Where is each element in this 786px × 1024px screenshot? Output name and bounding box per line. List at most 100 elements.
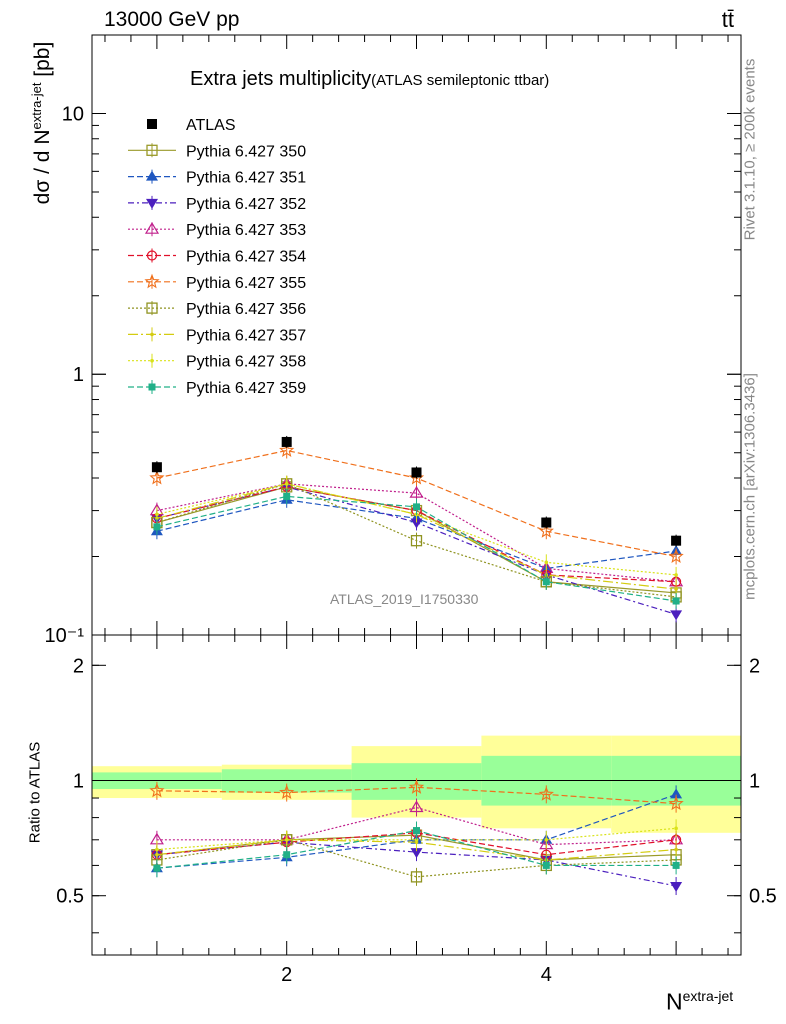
legend-label-355: Pythia 6.427 355: [186, 275, 306, 292]
ratio-point-352: [410, 848, 423, 859]
series-point-355: [149, 469, 165, 485]
atlas-data-point: [411, 467, 422, 478]
legend-label-354: Pythia 6.427 354: [186, 249, 306, 266]
legend-marker-359: [148, 383, 156, 391]
series-point-357: [674, 587, 678, 591]
main-panel-series: [149, 435, 684, 623]
legend-marker-354: [146, 250, 158, 261]
y-tick-label: 10: [62, 103, 84, 125]
y-tick-label: 2: [73, 655, 84, 677]
analysis-watermark: ATLAS_2019_I1750330: [330, 591, 479, 607]
y-tick-label: 1: [73, 771, 84, 793]
legend-marker-356: [146, 302, 158, 314]
legend-label-356: Pythia 6.427 356: [186, 301, 306, 318]
ratio-y-axis-label: Ratio to ATLAS: [26, 741, 44, 844]
ratio-point-351: [670, 788, 683, 799]
legend-marker-350: [146, 144, 158, 156]
series-point-358: [155, 512, 159, 517]
legend-label-359: Pythia 6.427 359: [186, 380, 306, 397]
atlas-data-point: [541, 517, 552, 528]
ratio-point-357: [674, 847, 678, 852]
ratio-point-358: [284, 837, 289, 842]
ratio-point-355: [668, 795, 684, 811]
ratio-point-355: [279, 784, 295, 799]
main-y-axis-label-sup: extra-jet: [29, 82, 44, 130]
legend-label-358: Pythia 6.427 358: [186, 354, 306, 371]
ratio-point-356: [410, 871, 423, 883]
chart-title-main: Extra jets multiplicity: [190, 68, 372, 90]
legend-label-351: Pythia 6.427 351: [186, 170, 306, 187]
series-point-353: [409, 485, 424, 498]
atlas-data-point: [671, 535, 682, 546]
x-axis-label-sup: extra-jet: [682, 988, 734, 1004]
ratio-point-355: [149, 782, 165, 798]
series-point-359: [153, 523, 161, 531]
ratio-point-359: [413, 827, 420, 835]
y-tick-label: 1: [73, 364, 84, 386]
legend-marker-353: [144, 222, 160, 234]
ratio-line-355: [156, 786, 677, 805]
mcplots-reference-label: mcplots.cern.ch [arXiv:1306.3436]: [741, 373, 759, 600]
ratio-line-353: [156, 806, 677, 846]
chart-title-sub: (ATLAS semileptonic ttbar): [371, 72, 550, 89]
series-point-358: [544, 560, 549, 565]
ratio-point-358: [544, 837, 549, 842]
main-y-axis-label: dσ / d Nextra-jet [pb]: [29, 0, 55, 273]
series-point-356: [410, 535, 423, 547]
ratio-point-352: [670, 882, 683, 893]
series-point-352: [410, 518, 423, 529]
ratio-line-358: [156, 827, 677, 851]
legend-label-353: Pythia 6.427 353: [186, 222, 306, 239]
ratio-point-359: [542, 861, 550, 869]
ratio-point-355: [538, 786, 554, 801]
energy-label: 13000 GeV pp: [104, 8, 240, 31]
series-line-353: [156, 483, 677, 583]
legend-marker-358: [150, 358, 154, 363]
ratio-point-359: [153, 864, 161, 872]
atlas-data-point: [281, 436, 292, 447]
main-y-axis-label-unit: [pb]: [31, 41, 54, 77]
main-y-axis-label-base: dσ / d N: [31, 129, 54, 205]
ratio-point-358: [155, 847, 159, 852]
legend-label-350: Pythia 6.427 350: [186, 143, 306, 160]
series-line-357: [156, 483, 677, 590]
y-tick-label-right: 2: [749, 655, 760, 677]
rivet-version-label: Rivet 3.1.10, ≥ 200k events: [741, 58, 759, 241]
series-point-358: [674, 573, 678, 577]
ratio-point-355: [408, 779, 425, 794]
x-tick-label: 4: [541, 964, 552, 986]
legend-label-ATLAS: ATLAS: [186, 117, 236, 134]
legend-marker-352: [146, 198, 158, 209]
series-point-359: [283, 492, 291, 500]
series-point-358: [284, 482, 289, 486]
legend: ATLAS Pythia 6.427 350 Pythia 6.427 351 Pyt…: [128, 117, 306, 397]
ratio-point-359: [283, 851, 291, 859]
legend-label-357: Pythia 6.427 357: [186, 327, 306, 344]
ratio-point-353: [409, 800, 424, 813]
atlas-data-point: [151, 462, 162, 473]
series-point-359: [542, 578, 550, 586]
ratio-point-358: [414, 837, 419, 842]
ratio-panel-series: [149, 778, 684, 896]
process-label: tt̄: [721, 7, 734, 32]
y-tick-label-right: 0.5: [749, 886, 777, 908]
ratio-line-354: [156, 832, 677, 856]
x-tick-label: 2: [281, 964, 292, 986]
x-axis-label: Nextra-jet: [666, 988, 733, 1016]
series-point-355: [279, 442, 295, 458]
chart-title: Extra jets multiplicity(ATLAS semilepton…: [190, 68, 549, 91]
series-point-352: [670, 610, 683, 621]
y-tick-label: 10⁻¹: [45, 625, 85, 647]
ratio-panel-frame: 0.5 0.5 1 1 2 2 2 4: [56, 634, 777, 986]
legend-marker-ATLAS: [147, 119, 157, 129]
series-point-359: [413, 503, 420, 511]
series-point-355: [538, 523, 554, 538]
series-point-359: [672, 597, 680, 605]
legend-label-352: Pythia 6.427 352: [186, 196, 306, 213]
y-tick-label: 0.5: [56, 886, 84, 908]
legend-marker-351: [146, 170, 158, 181]
ratio-point-358: [674, 826, 678, 831]
series-point-355: [668, 548, 684, 564]
y-tick-label-right: 1: [749, 771, 760, 793]
